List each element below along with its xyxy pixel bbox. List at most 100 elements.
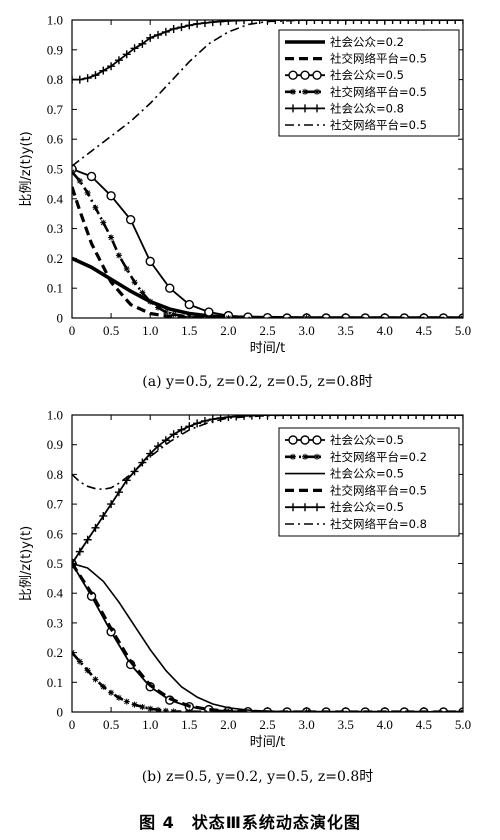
data-point <box>243 312 253 318</box>
data-point <box>177 23 186 32</box>
y-tick-label: 0.1 <box>47 281 63 296</box>
data-point <box>72 75 76 84</box>
data-point <box>125 214 136 225</box>
data-point <box>154 442 163 451</box>
data-point <box>169 24 178 33</box>
data-point <box>326 20 335 24</box>
data-point <box>108 234 115 241</box>
data-point <box>107 62 116 71</box>
y-tick-label: 0.1 <box>47 675 63 690</box>
data-point <box>294 415 303 419</box>
y-tick-label: 0.3 <box>47 615 63 630</box>
x-tick-label: 5.0 <box>455 717 471 732</box>
data-point <box>131 701 138 708</box>
y-tick-label: 0.4 <box>47 191 64 206</box>
legend-marker <box>301 503 309 512</box>
data-point <box>155 304 162 311</box>
data-point <box>75 547 84 556</box>
legend-label: 社交网络平台=0.5 <box>330 52 427 66</box>
data-point <box>169 430 178 439</box>
data-point <box>139 703 146 710</box>
data-point <box>326 415 335 419</box>
y-tick-label: 1.0 <box>47 408 63 423</box>
x-tick-label: 0 <box>69 323 76 338</box>
data-point <box>208 20 217 27</box>
data-point <box>170 311 177 318</box>
data-point <box>123 698 130 705</box>
x-tick-label: 1.5 <box>181 717 197 732</box>
data-point <box>92 676 99 683</box>
data-point <box>365 415 374 419</box>
legend-label: 社交网络平台=0.5 <box>330 85 427 99</box>
legend-marker <box>290 453 296 460</box>
series-group <box>72 415 463 712</box>
legend-label: 社会公众=0.2 <box>330 35 404 49</box>
legend-marker <box>314 88 320 95</box>
data-point <box>139 289 146 296</box>
y-tick-label: 0.8 <box>47 467 63 482</box>
data-point <box>279 20 288 24</box>
legend-label: 社会公众=0.8 <box>330 101 404 115</box>
data-point <box>123 265 130 272</box>
data-point <box>108 689 115 696</box>
data-point <box>91 71 100 80</box>
data-point <box>165 283 175 293</box>
plot-frame <box>71 414 464 713</box>
legend-marker <box>289 104 297 113</box>
data-point <box>279 415 288 419</box>
data-point <box>341 20 350 24</box>
data-point <box>114 488 123 497</box>
legend-label: 社交网络平台=0.8 <box>330 517 427 531</box>
data-point <box>349 20 358 24</box>
data-point <box>145 256 155 267</box>
data-point <box>443 415 452 419</box>
legend-marker <box>288 435 298 445</box>
data-point <box>162 707 169 712</box>
legend-label: 社交网络平台=0.2 <box>330 450 427 464</box>
x-axis-label: 时间/t <box>250 341 285 356</box>
data-point <box>302 415 311 419</box>
data-point <box>427 20 436 24</box>
legend-label: 社会公众=0.5 <box>330 68 404 82</box>
panel-caption: (a) y=0.5, z=0.2, z=0.5, z=0.8时 <box>142 374 372 390</box>
series-line <box>72 171 463 318</box>
y-tick-label: 0.2 <box>47 251 63 266</box>
data-point <box>92 204 99 211</box>
legend-box <box>278 427 460 537</box>
data-point <box>76 177 83 184</box>
x-tick-label: 2.5 <box>259 717 275 732</box>
data-point <box>240 415 249 420</box>
data-point <box>357 20 366 24</box>
legend-marker <box>313 503 321 512</box>
data-point <box>155 706 162 712</box>
legend-marker <box>313 104 321 113</box>
y-axis-label: 比例/z(t)y(t) <box>19 526 34 601</box>
legend-label: 社交网络平台=0.5 <box>330 483 427 497</box>
data-point <box>193 419 202 428</box>
data-point <box>427 415 436 419</box>
data-point <box>232 415 241 421</box>
data-point <box>76 658 83 665</box>
y-tick-label: 0.6 <box>47 526 64 541</box>
data-point <box>115 252 122 259</box>
data-point <box>396 415 405 419</box>
data-point <box>114 56 123 65</box>
data-point <box>388 20 397 24</box>
series-line <box>72 168 463 318</box>
y-tick-label: 1.0 <box>47 13 63 28</box>
x-tick-label: 0.5 <box>103 323 119 338</box>
panel-caption: (b) z=0.5, y=0.2, y=0.5, z=0.8时 <box>142 769 374 785</box>
y-tick-label: 0.5 <box>47 556 63 571</box>
x-tick-label: 2.0 <box>220 323 236 338</box>
legend-label: 社会公众=0.5 <box>330 433 404 447</box>
data-point <box>138 458 147 467</box>
data-point <box>349 415 358 419</box>
legend-marker <box>288 70 298 80</box>
data-point <box>247 20 256 24</box>
data-point <box>396 20 405 24</box>
data-point <box>412 20 421 24</box>
legend-marker <box>300 70 310 80</box>
y-tick-label: 0.4 <box>47 586 64 601</box>
data-point <box>365 20 374 24</box>
